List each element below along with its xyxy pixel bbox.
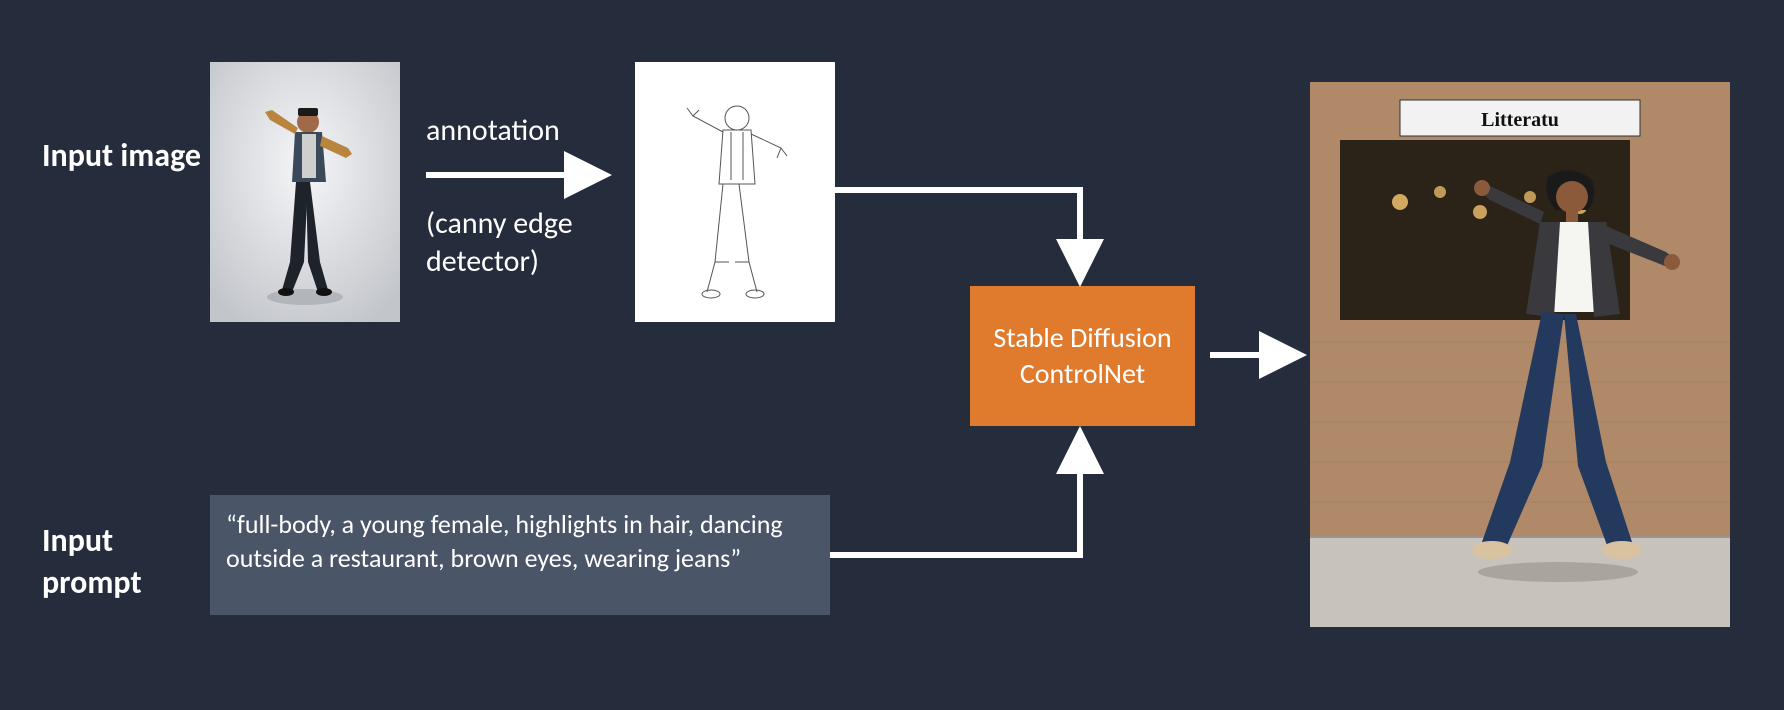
input-image-label-text: Input image [42, 136, 201, 175]
edge-to-model-arrow [835, 190, 1080, 275]
output-sign-text-svg: Litteratu [1481, 109, 1559, 131]
prompt-to-model-arrow [830, 438, 1080, 555]
annotation-detail-label: (canny edge detector) [426, 205, 626, 281]
input-image [210, 62, 400, 322]
input-prompt-label-text: Input prompt [42, 521, 142, 602]
output-image-svg: Litteratu [1310, 82, 1730, 627]
prompt-box: “full-body, a young female, highlights i… [210, 495, 830, 615]
edge-image [635, 62, 835, 322]
model-box: Stable Diffusion ControlNet [970, 286, 1195, 426]
input-prompt-label: Input prompt [42, 520, 192, 604]
edge-image-svg [635, 62, 835, 322]
prompt-text: “full-body, a young female, highlights i… [226, 508, 783, 574]
output-image: Litteratu [1310, 82, 1730, 627]
annotation-label: annotation [426, 112, 560, 149]
model-box-text: Stable Diffusion ControlNet [970, 320, 1195, 392]
input-image-svg [210, 62, 400, 322]
annotation-label-text: annotation [426, 112, 560, 149]
annotation-detail-text: (canny edge detector) [426, 205, 573, 280]
input-image-label: Input image [42, 135, 201, 177]
